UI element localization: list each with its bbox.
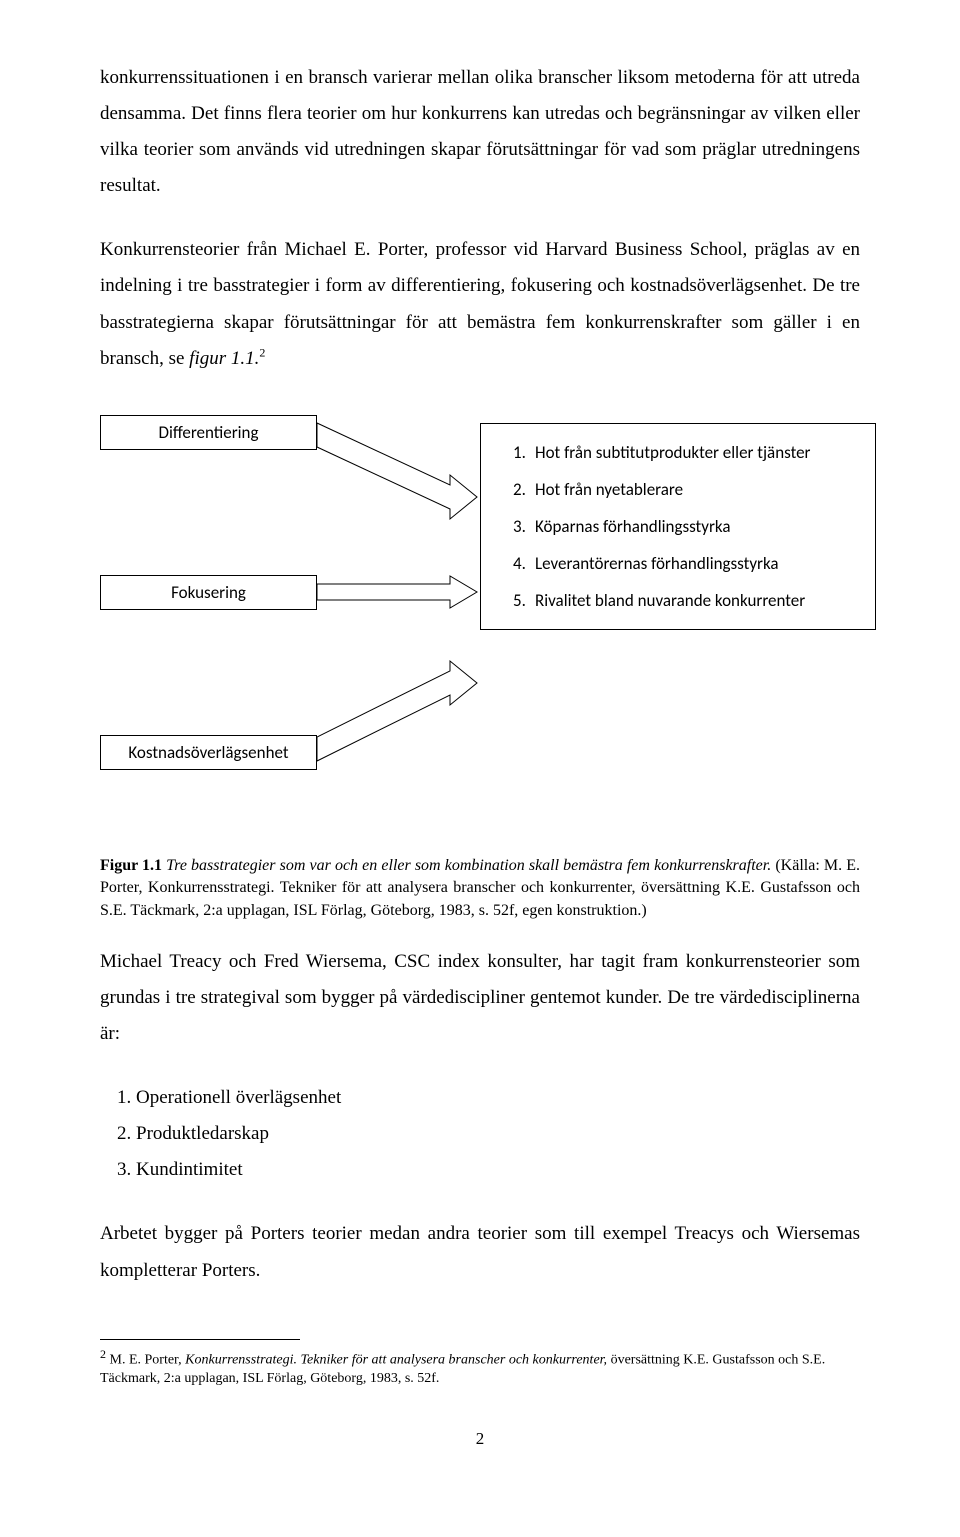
footnote-lead: M. E. Porter, bbox=[106, 1352, 185, 1367]
forces-box: 1.Hot från subtitutprodukter eller tjäns… bbox=[480, 423, 876, 630]
force-num: 3. bbox=[513, 516, 535, 537]
caption-label: Figur 1.1 bbox=[100, 857, 162, 874]
arrow-icon bbox=[100, 405, 500, 835]
list-item: Produktledarskap bbox=[136, 1116, 860, 1152]
arrow-kostnad bbox=[317, 661, 477, 761]
force-text: Rivalitet bland nuvarande konkurrenter bbox=[535, 590, 805, 611]
force-item: 5.Rivalitet bland nuvarande konkurrenter bbox=[513, 590, 857, 611]
force-num: 1. bbox=[513, 442, 535, 463]
force-text: Hot från nyetablerare bbox=[535, 479, 683, 500]
figure-diagram: Differentiering Fokusering Kostnadsöverl… bbox=[100, 405, 860, 835]
force-item: 1.Hot från subtitutprodukter eller tjäns… bbox=[513, 442, 857, 463]
disciplines-list: Operationell överlägsenhet Produktledars… bbox=[136, 1080, 860, 1188]
paragraph-4: Arbetet bygger på Porters teorier medan … bbox=[100, 1216, 860, 1288]
force-text: Köparnas förhandlingsstyrka bbox=[535, 516, 730, 537]
paragraph-3: Michael Treacy och Fred Wiersema, CSC in… bbox=[100, 944, 860, 1052]
figure-caption: Figur 1.1 Tre basstrategier som var och … bbox=[100, 855, 860, 922]
page-number: 2 bbox=[100, 1429, 860, 1449]
force-item: 3.Köparnas förhandlingsstyrka bbox=[513, 516, 857, 537]
figure-ref: figur 1.1. bbox=[189, 348, 259, 369]
list-item: Kundintimitet bbox=[136, 1152, 860, 1188]
force-item: 2.Hot från nyetablerare bbox=[513, 479, 857, 500]
paragraph-2: Konkurrensteorier från Michael E. Porter… bbox=[100, 232, 860, 376]
list-item: Operationell överlägsenhet bbox=[136, 1080, 860, 1116]
footnote: 2 M. E. Porter, Konkurrensstrategi. Tekn… bbox=[100, 1346, 860, 1389]
caption-title: Tre basstrategier som var och en eller s… bbox=[162, 857, 771, 874]
forces-list: 1.Hot från subtitutprodukter eller tjäns… bbox=[513, 442, 857, 611]
force-text: Hot från subtitutprodukter eller tjänste… bbox=[535, 442, 811, 463]
force-num: 2. bbox=[513, 479, 535, 500]
footnote-ref: 2 bbox=[259, 345, 265, 359]
footnote-rule bbox=[100, 1339, 300, 1340]
force-num: 4. bbox=[513, 553, 535, 574]
force-item: 4.Leverantörernas förhandlingsstyrka bbox=[513, 553, 857, 574]
force-text: Leverantörernas förhandlingsstyrka bbox=[535, 553, 779, 574]
arrow-differentiering bbox=[317, 423, 477, 519]
arrow-fokusering bbox=[317, 576, 477, 608]
footnote-ital: Konkurrensstrategi. Tekniker för att ana… bbox=[185, 1352, 607, 1367]
force-num: 5. bbox=[513, 590, 535, 611]
paragraph-1: konkurrenssituationen i en bransch varie… bbox=[100, 60, 860, 204]
